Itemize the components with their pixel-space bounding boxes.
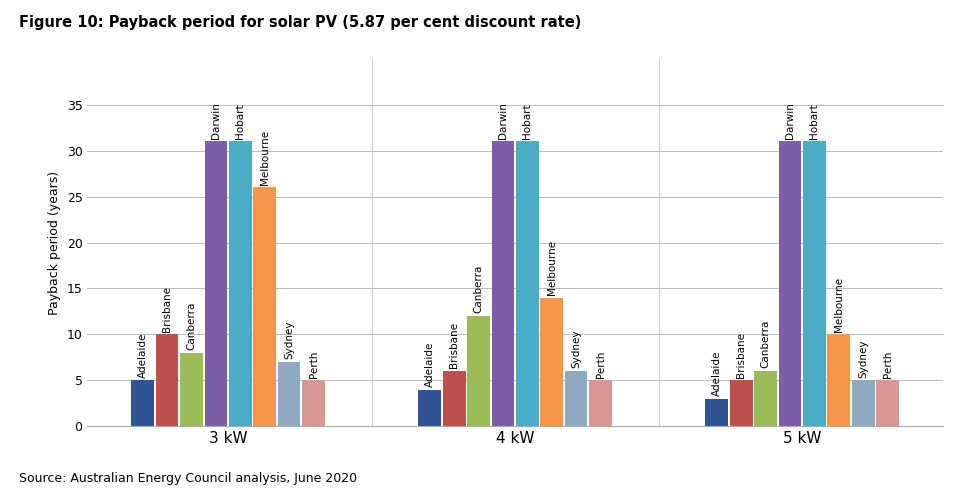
- Bar: [302, 380, 325, 426]
- Bar: [803, 142, 826, 426]
- Text: Brisbane: Brisbane: [162, 286, 172, 332]
- Bar: [730, 380, 752, 426]
- Bar: [779, 142, 801, 426]
- Text: Darwin: Darwin: [211, 102, 221, 139]
- Bar: [180, 353, 203, 426]
- Text: Perth: Perth: [596, 350, 606, 378]
- Text: Sydney: Sydney: [858, 339, 868, 378]
- Y-axis label: Payback period (years): Payback period (years): [49, 171, 61, 315]
- Text: Perth: Perth: [308, 350, 319, 378]
- Bar: [254, 187, 276, 426]
- Bar: [468, 316, 490, 426]
- Bar: [876, 380, 899, 426]
- Text: Melbourne: Melbourne: [834, 276, 844, 332]
- Text: Hobart: Hobart: [522, 103, 533, 139]
- Bar: [418, 390, 441, 426]
- Bar: [565, 371, 587, 426]
- Bar: [851, 380, 875, 426]
- Bar: [443, 371, 466, 426]
- Text: Darwin: Darwin: [785, 102, 795, 139]
- Bar: [706, 399, 728, 426]
- Text: Perth: Perth: [883, 350, 892, 378]
- Text: Hobart: Hobart: [810, 103, 819, 139]
- Bar: [827, 334, 850, 426]
- Bar: [204, 142, 227, 426]
- Text: Brisbane: Brisbane: [449, 322, 459, 368]
- Text: Darwin: Darwin: [498, 102, 508, 139]
- Bar: [540, 297, 563, 426]
- Text: Canberra: Canberra: [187, 302, 196, 350]
- Bar: [516, 142, 538, 426]
- Bar: [278, 362, 300, 426]
- Bar: [131, 380, 155, 426]
- Text: Sydney: Sydney: [284, 321, 295, 359]
- Text: Canberra: Canberra: [761, 320, 771, 368]
- Text: Figure 10: Payback period for solar PV (5.87 per cent discount rate): Figure 10: Payback period for solar PV (…: [19, 15, 582, 30]
- Text: Source: Australian Energy Council analysis, June 2020: Source: Australian Energy Council analys…: [19, 472, 358, 485]
- Text: Adelaide: Adelaide: [425, 342, 434, 387]
- Text: Hobart: Hobart: [235, 103, 245, 139]
- Text: Sydney: Sydney: [572, 330, 581, 368]
- Text: Melbourne: Melbourne: [547, 240, 557, 295]
- Bar: [156, 334, 179, 426]
- Text: Canberra: Canberra: [473, 265, 483, 313]
- Text: Brisbane: Brisbane: [736, 332, 746, 378]
- Bar: [229, 142, 252, 426]
- Text: Melbourne: Melbourne: [260, 129, 269, 185]
- Bar: [492, 142, 514, 426]
- Bar: [754, 371, 777, 426]
- Bar: [589, 380, 612, 426]
- Text: Adelaide: Adelaide: [138, 332, 148, 378]
- Text: Adelaide: Adelaide: [712, 351, 722, 396]
